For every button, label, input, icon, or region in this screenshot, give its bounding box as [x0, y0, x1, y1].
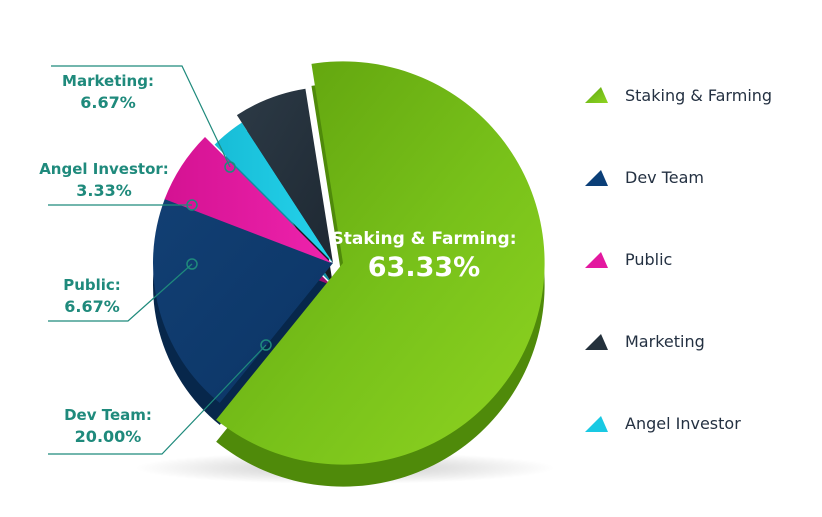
center-slice-value: 63.33% [368, 252, 480, 283]
legend-item-angel: Angel Investor [585, 414, 741, 433]
callout-dot-marketing [224, 161, 236, 173]
legend: Staking & Farming Dev Team Public Market… [585, 86, 772, 433]
callout-dot-dev [260, 339, 272, 351]
callout-value-angel: 3.33% [76, 181, 132, 200]
pie-slice-public [164, 136, 331, 263]
legend-label-staking: Staking & Farming [625, 86, 772, 105]
callout-marketing: Marketing: 6.67% [51, 65, 236, 173]
callout-title-public: Public: [63, 276, 121, 294]
pie-slices [153, 61, 545, 465]
pie-slice-marketing [236, 88, 333, 263]
callout-line-marketing [51, 65, 231, 168]
legend-item-dev: Dev Team [585, 168, 704, 187]
pie-slice-staking-farming [216, 61, 545, 465]
callout-dot-public [186, 258, 198, 270]
callout-line-public [48, 263, 193, 322]
legend-label-angel: Angel Investor [625, 414, 741, 433]
callout-public: Public: 6.67% [48, 258, 198, 322]
pie-slice-angel-investor [214, 122, 333, 264]
legend-marker-public [585, 252, 608, 268]
legend-item-public: Public [585, 250, 672, 269]
legend-label-public: Public [625, 250, 672, 269]
legend-marker-angel [585, 416, 608, 432]
callout-title-angel: Angel Investor: [39, 160, 169, 178]
callout-title-dev: Dev Team: [64, 406, 152, 424]
callout-value-public: 6.67% [64, 297, 120, 316]
legend-item-marketing: Marketing [585, 332, 705, 351]
center-slice-label: Staking & Farming: [332, 229, 517, 249]
legend-marker-dev [585, 170, 608, 186]
legend-marker-staking [585, 87, 608, 103]
callout-value-dev: 20.00% [75, 427, 142, 446]
callout-dev: Dev Team: 20.00% [48, 339, 272, 455]
legend-label-marketing: Marketing [625, 332, 705, 351]
callout-dot-angel [186, 199, 198, 211]
legend-item-staking: Staking & Farming [585, 86, 772, 105]
legend-label-dev: Dev Team [625, 168, 704, 187]
callout-value-marketing: 6.67% [80, 93, 136, 112]
legend-marker-marketing [585, 334, 608, 350]
callout-line-dev [48, 344, 267, 455]
pie-slice-dev-team [153, 198, 333, 403]
callout-angel: Angel Investor: 3.33% [39, 160, 198, 211]
callout-title-marketing: Marketing: [62, 72, 154, 90]
